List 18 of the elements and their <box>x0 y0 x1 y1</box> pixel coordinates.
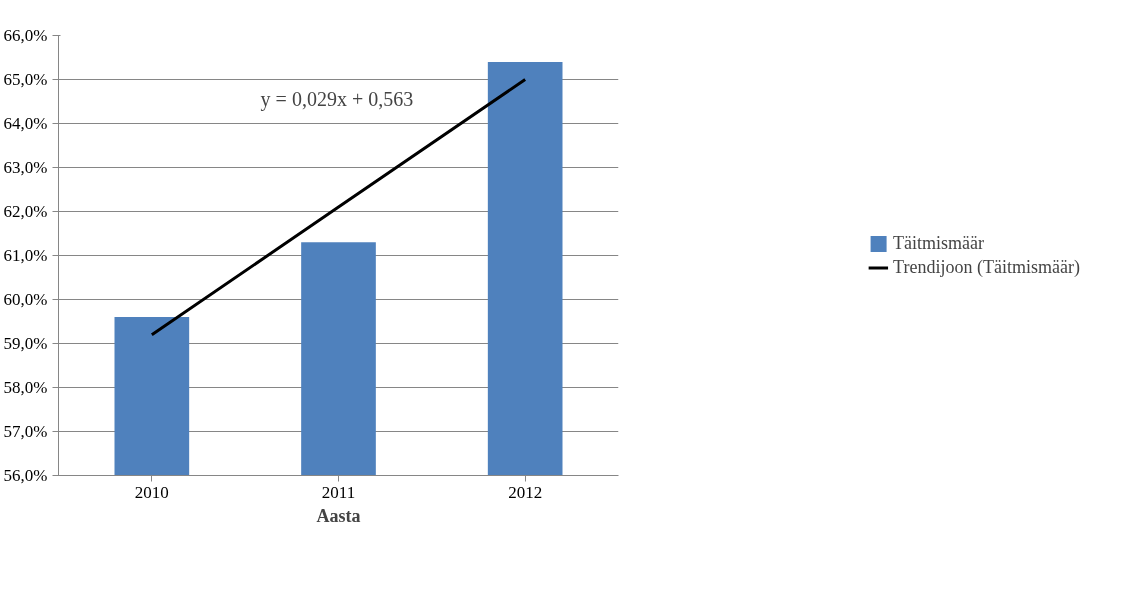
x-tick-label: 2010 <box>134 482 169 502</box>
y-tick-label: 65,0% <box>3 70 48 89</box>
y-tick-label: 60,0% <box>3 290 48 309</box>
y-tick-label: 61,0% <box>3 246 48 265</box>
y-tick-label: 66,0% <box>3 26 48 45</box>
x-axis-title: Aasta <box>316 505 361 526</box>
y-tick-label: 58,0% <box>3 378 48 397</box>
legend-label: Trendijoon (Täitmismäär) <box>893 256 1080 278</box>
annotation: y = 0,029x + 0,563 <box>260 88 414 112</box>
legend-label: Täitmismäär <box>893 232 985 254</box>
y-tick-label: 62,0% <box>3 202 48 221</box>
y-tick-label: 56,0% <box>3 466 48 485</box>
y-tick-label: 63,0% <box>3 158 48 177</box>
y-tick-label: 59,0% <box>3 334 48 353</box>
x-tick-label: 2012 <box>508 482 543 502</box>
x-tick-label: 2011 <box>321 482 356 502</box>
y-tick-label: 57,0% <box>3 422 48 441</box>
y-tick-label: 64,0% <box>3 114 48 133</box>
